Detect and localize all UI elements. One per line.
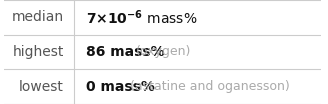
Text: highest: highest — [13, 45, 64, 59]
Text: median: median — [12, 10, 64, 24]
Text: 86 mass%: 86 mass% — [86, 45, 165, 59]
Text: lowest: lowest — [19, 80, 64, 94]
Text: (astatine and oganesson): (astatine and oganesson) — [131, 80, 290, 93]
Text: 0 mass%: 0 mass% — [86, 80, 155, 94]
Text: (oxygen): (oxygen) — [136, 46, 191, 58]
Text: $\mathbf{7{\times}10^{-6}}$$\rm\ mass\%$: $\mathbf{7{\times}10^{-6}}$$\rm\ mass\%$ — [86, 8, 198, 27]
